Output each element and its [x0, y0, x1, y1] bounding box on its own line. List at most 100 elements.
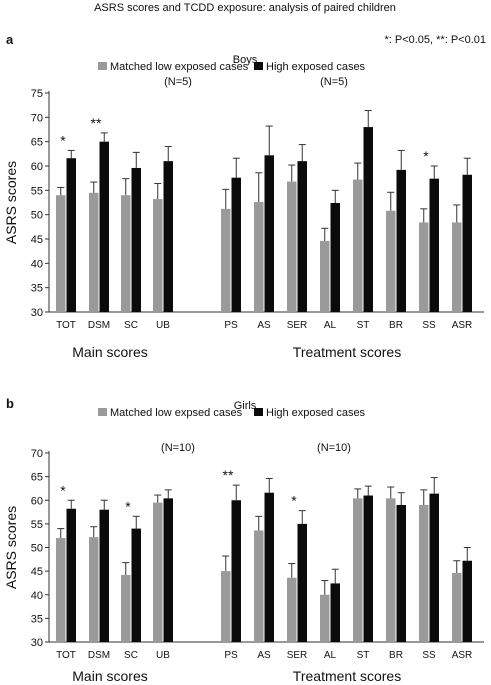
x-tick-label: SER: [287, 320, 308, 331]
x-tick-label: SC: [124, 320, 138, 331]
y-tick-label: 70: [31, 448, 43, 460]
bar-low-sc: [121, 195, 131, 312]
significance-mark: *: [60, 132, 66, 148]
bar-low-sc: [121, 574, 131, 642]
y-tick-label: 75: [31, 88, 43, 100]
bar-high-ub: [163, 498, 173, 642]
y-axis-label: ASRS scores: [3, 161, 19, 244]
bar-low-ss: [419, 504, 429, 642]
bar-high-sc: [131, 167, 141, 312]
significance-mark: **: [91, 115, 102, 131]
bar-high-st: [363, 127, 373, 312]
y-tick-label: 60: [31, 161, 43, 173]
y-tick-label: 70: [31, 112, 43, 124]
bar-low-ss: [419, 222, 429, 312]
y-tick-label: 65: [31, 137, 43, 149]
y-tick-label: 50: [31, 210, 43, 222]
significance-note: *: P<0.05, **: P<0.01: [384, 34, 486, 46]
bar-high-tot: [66, 158, 76, 312]
bar-high-ser: [297, 161, 307, 312]
legend-label: High exposed cases: [266, 407, 366, 419]
panel-label: b: [6, 396, 14, 411]
legend-swatch-high: [254, 62, 263, 70]
x-tick-label: TOT: [56, 320, 76, 331]
y-tick-label: 45: [31, 566, 43, 578]
x-tick-label: TOT: [56, 650, 76, 661]
y-tick-label: 30: [31, 637, 43, 649]
bar-high-al: [330, 583, 340, 642]
y-tick-label: 35: [31, 283, 43, 295]
significance-mark: *: [125, 498, 131, 514]
y-tick-label: 60: [31, 495, 43, 507]
legend-label: High exposed cases: [266, 61, 366, 73]
x-tick-label: SER: [287, 650, 308, 661]
x-tick-label: UB: [156, 320, 170, 331]
x-tick-label: AS: [257, 320, 271, 331]
x-tick-label: AL: [324, 650, 337, 661]
panel-title: Boys: [233, 54, 258, 66]
y-axis-label: ASRS scores: [3, 506, 19, 589]
bar-low-dsm: [89, 192, 99, 312]
group-label: Main scores: [72, 668, 147, 684]
legend-label: Matched low expsed cases: [110, 407, 243, 419]
panel-label: a: [6, 32, 14, 47]
bar-high-tot: [66, 508, 76, 642]
y-tick-label: 55: [31, 519, 43, 531]
group-label: Main scores: [72, 344, 147, 360]
legend-n-label: (N=10): [317, 442, 351, 454]
bar-high-ser: [297, 523, 307, 642]
bar-high-al: [330, 202, 340, 312]
bar-high-ss: [429, 178, 439, 312]
x-tick-label: PS: [224, 320, 238, 331]
bar-low-tot: [56, 538, 66, 642]
x-tick-label: BR: [389, 320, 403, 331]
bar-high-ub: [163, 161, 173, 312]
legend-n-label: (N=5): [164, 76, 192, 88]
bar-high-as: [264, 492, 274, 642]
x-tick-label: ST: [357, 650, 370, 661]
bar-high-br: [396, 504, 406, 642]
bar-low-as: [254, 530, 264, 642]
figure-title: ASRS scores and TCDD exposure: analysis …: [94, 2, 396, 14]
x-tick-label: ASR: [452, 320, 473, 331]
x-tick-label: ST: [357, 320, 370, 331]
y-tick-label: 35: [31, 613, 43, 625]
bar-low-as: [254, 202, 264, 312]
y-tick-label: 55: [31, 185, 43, 197]
group-label: Treatment scores: [293, 344, 401, 360]
legend-label: Matched low exposed cases: [110, 61, 249, 73]
bar-low-tot: [56, 195, 66, 312]
bar-low-al: [320, 594, 330, 642]
legend-swatch-low: [98, 62, 107, 70]
legend-n-label: (N=5): [320, 76, 348, 88]
bar-high-sc: [131, 528, 141, 642]
bar-low-br: [386, 210, 396, 312]
x-tick-label: SS: [422, 320, 436, 331]
panel-title: Girls: [234, 400, 257, 412]
bar-high-ss: [429, 493, 439, 642]
bar-high-dsm: [99, 509, 109, 642]
bar-low-ser: [287, 181, 297, 312]
y-tick-label: 40: [31, 590, 43, 602]
x-tick-label: SC: [124, 650, 138, 661]
bar-low-ub: [153, 502, 163, 642]
bar-low-dsm: [89, 537, 99, 642]
significance-mark: **: [223, 467, 234, 483]
x-tick-label: AL: [324, 320, 337, 331]
bar-low-st: [353, 498, 363, 642]
bar-low-al: [320, 240, 330, 312]
bar-high-st: [363, 495, 373, 642]
bar-low-ps: [221, 208, 231, 312]
x-tick-label: ASR: [452, 650, 473, 661]
bar-high-br: [396, 169, 406, 312]
bar-low-ps: [221, 571, 231, 642]
y-tick-label: 30: [31, 307, 43, 319]
significance-mark: *: [291, 493, 297, 509]
significance-mark: *: [423, 148, 429, 164]
bar-high-asr: [462, 174, 472, 312]
x-tick-label: DSM: [88, 320, 110, 331]
bar-high-dsm: [99, 141, 109, 312]
bar-low-br: [386, 498, 396, 642]
